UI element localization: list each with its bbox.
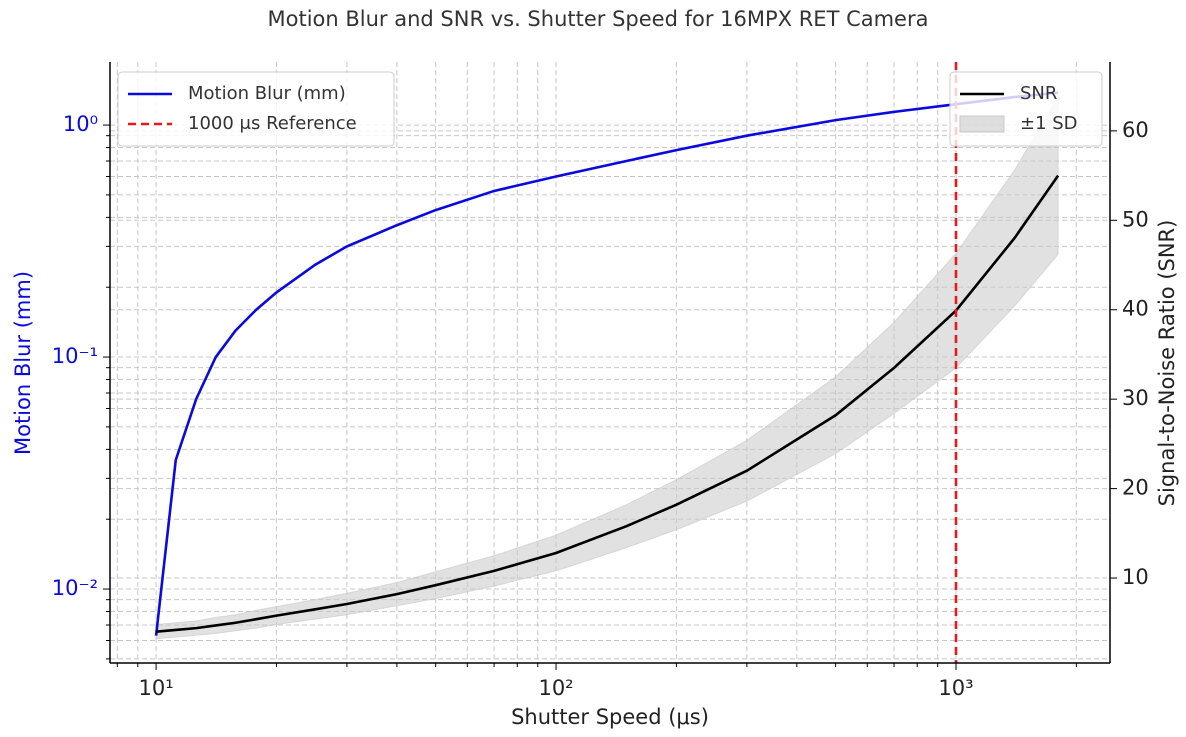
y2-tick-label: 60 (1122, 118, 1149, 142)
y-tick-label: 10⁻¹ (52, 344, 98, 368)
x-axis-label: Shutter Speed (μs) (511, 705, 709, 729)
x-tick-label: 10² (538, 676, 573, 700)
legend-box (117, 71, 395, 147)
y2-axis-label: Signal-to-Noise Ratio (SNR) (1155, 220, 1179, 507)
chart-title: Motion Blur and SNR vs. Shutter Speed fo… (268, 7, 929, 31)
y2-tick-label: 20 (1122, 476, 1149, 500)
y-tick-label: 10⁰ (63, 112, 98, 136)
line-series (154, 91, 1059, 636)
line-series (155, 174, 1060, 633)
legend-swatch (959, 115, 1005, 133)
legend-label: Motion Blur (mm) (188, 83, 346, 104)
x-tick-label: 10¹ (139, 676, 174, 700)
sd-band (155, 95, 1059, 640)
legend-label: 1000 μs Reference (188, 113, 357, 134)
axes: 10¹ 10² 10³ 10⁻² 10⁻¹ 10⁰ 10 20 30 40 50 60 Motion B… (52, 62, 1149, 700)
x-tick-label: 10³ (938, 676, 973, 700)
y-tick-label: 10⁻² (52, 576, 98, 600)
y-axis-label: Motion Blur (mm) (11, 271, 35, 455)
y2-tick-label: 50 (1122, 207, 1149, 231)
y2-tick-label: 40 (1122, 297, 1149, 321)
y2-tick-label: 30 (1122, 386, 1149, 410)
y2-tick-label: 10 (1122, 565, 1149, 589)
legend-label: ±1 SD (1020, 113, 1078, 134)
legend-label: SNR (1020, 83, 1057, 104)
plot-area (154, 62, 1060, 663)
